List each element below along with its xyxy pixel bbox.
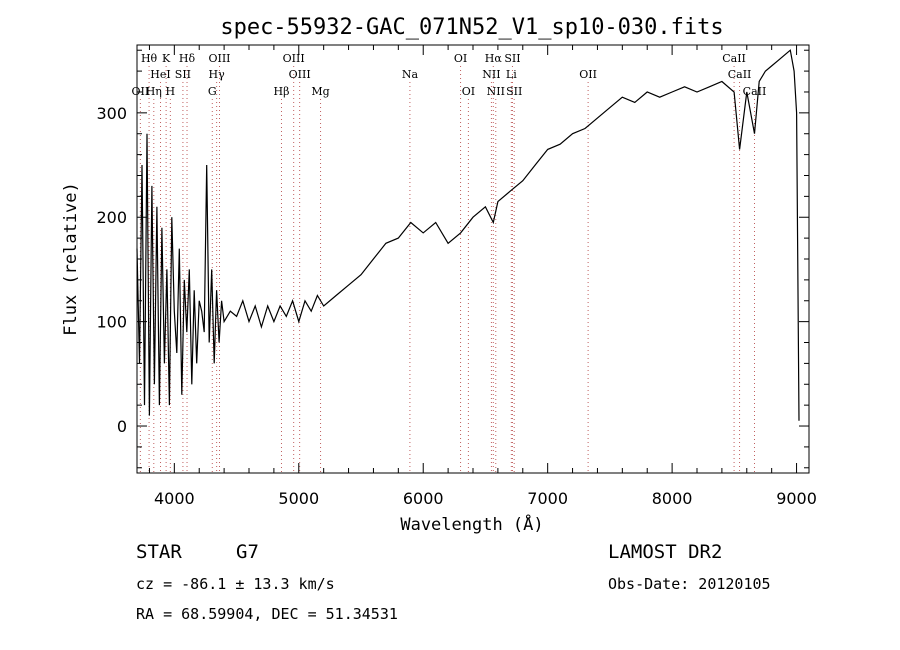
spectral-line-label: G xyxy=(208,85,217,98)
spectral-line-label: HeI xyxy=(150,68,170,81)
survey-label: LAMOST DR2 xyxy=(608,541,723,563)
spectral-line-label: SII xyxy=(175,68,191,81)
spectral-line-label: Li xyxy=(506,68,517,81)
spectral-line-label: SII xyxy=(506,85,522,98)
spectral-line-label: OII xyxy=(579,68,597,81)
axis-ticks: 4000 5000 6000 7000 8000 9000 0 100 200 300 xyxy=(96,45,817,508)
chart-title: spec-55932-GAC_071N52_V1_sp10-030.fits xyxy=(220,15,723,40)
y-tick-label: 300 xyxy=(96,104,127,123)
spectral-line-label: Hγ xyxy=(209,68,226,81)
spectral-line-label: NII xyxy=(487,85,505,98)
spectral-line-label: Hα xyxy=(485,52,503,65)
spectral-line-label: K xyxy=(162,52,171,65)
spectral-line-label: Hη xyxy=(146,85,162,98)
spectral-line-label: OIII xyxy=(283,52,305,65)
spectral-line-label: CaII xyxy=(743,85,767,98)
spectral-line-label: Hθ xyxy=(141,52,158,65)
spectral-line-label: NII xyxy=(482,68,500,81)
x-tick-label: 6000 xyxy=(403,489,444,508)
y-tick-label: 0 xyxy=(117,417,127,436)
velocity-text: cz = -86.1 ± 13.3 km/s xyxy=(136,575,335,593)
x-tick-label: 5000 xyxy=(278,489,319,508)
spectral-line-label: Hδ xyxy=(179,52,196,65)
spectral-line-label: Mg xyxy=(311,85,329,98)
spectral-line-label: Na xyxy=(402,68,419,81)
y-tick-label: 200 xyxy=(96,208,127,227)
flux-line xyxy=(136,49,800,421)
object-subclass: G7 xyxy=(236,541,259,563)
object-class: STAR xyxy=(136,541,182,563)
obs-date-text: Obs-Date: 20120105 xyxy=(608,575,771,593)
x-tick-label: 8000 xyxy=(652,489,693,508)
x-tick-label: 4000 xyxy=(154,489,195,508)
spectral-line-label: Hβ xyxy=(274,85,290,98)
spectral-line-label: CaII xyxy=(728,68,752,81)
x-tick-label: 7000 xyxy=(527,489,568,508)
spectral-line-label: OIII xyxy=(289,68,311,81)
x-axis-label: Wavelength (Å) xyxy=(400,513,543,535)
spectral-line-label: CaII xyxy=(722,52,746,65)
spectral-line-label: OI xyxy=(454,52,467,65)
plot-frame xyxy=(136,44,810,474)
y-axis-label: Flux (relative) xyxy=(61,182,81,336)
spectral-line-label: OI xyxy=(462,85,475,98)
spectral-line-label: OIII xyxy=(208,52,230,65)
coordinates-text: RA = 68.59904, DEC = 51.34531 xyxy=(136,605,398,623)
y-tick-label: 100 xyxy=(96,313,127,332)
flux-series xyxy=(136,49,800,421)
x-tick-label: 9000 xyxy=(776,489,817,508)
spectral-line-label: SII xyxy=(504,52,520,65)
spectral-line-label: H xyxy=(166,85,176,98)
